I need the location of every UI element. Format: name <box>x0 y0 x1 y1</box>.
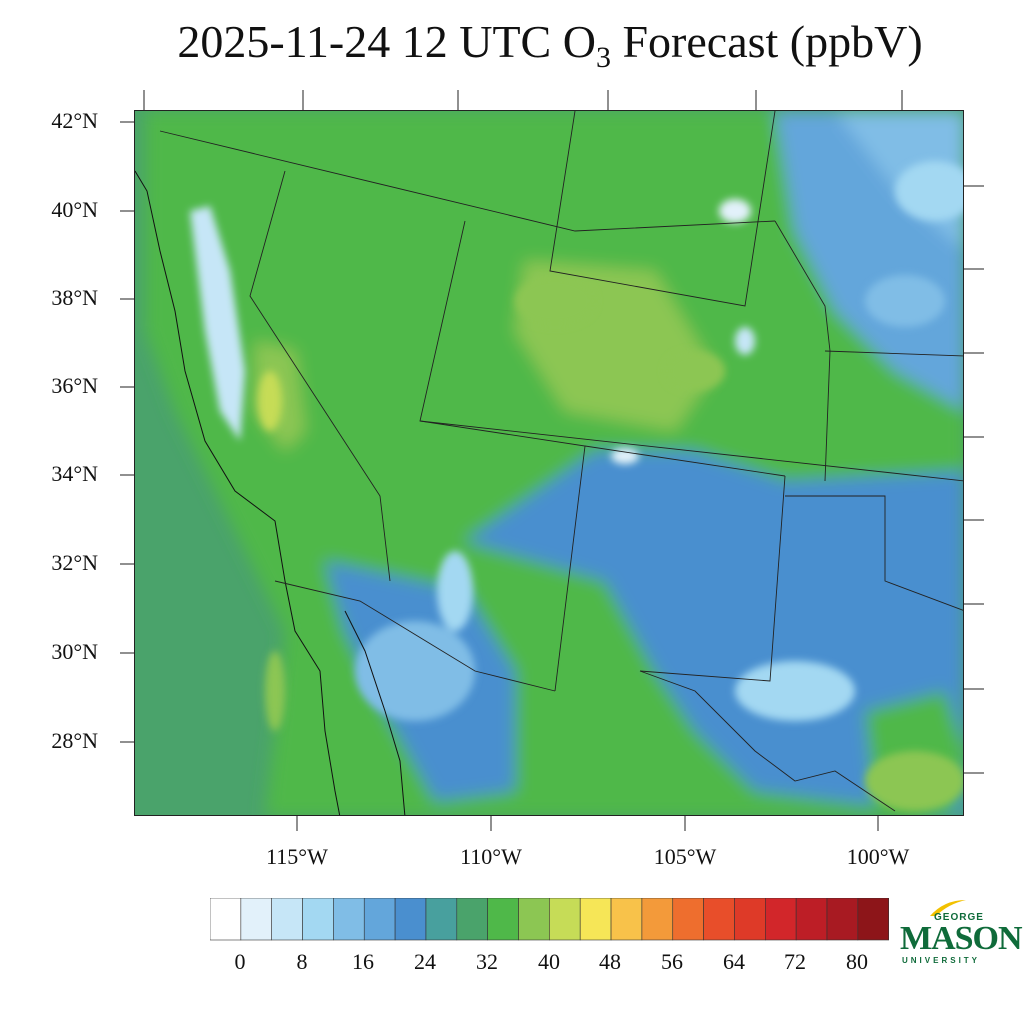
ozone-map <box>135 111 963 815</box>
colorbar-swatch <box>610 898 643 941</box>
colorbar-swatch <box>857 898 889 941</box>
colorbar-swatch <box>579 898 612 941</box>
colorbar-label-32: 32 <box>476 949 498 974</box>
ozone-field-detail <box>190 161 963 811</box>
colorbar-swatch <box>210 898 242 941</box>
colorbar-swatch <box>487 898 519 941</box>
title-suffix: Forecast (ppbV) <box>610 16 923 67</box>
colorbar-swatch <box>456 898 488 941</box>
lon-label-105w: 105°W <box>653 844 717 869</box>
colorbar-swatch <box>641 898 674 941</box>
colorbar-swatch <box>826 898 859 941</box>
colorbar-label-24: 24 <box>414 949 436 974</box>
colorbar-swatch <box>271 898 303 941</box>
colorbar-swatch <box>518 898 550 941</box>
lat-label-32n: 32°N <box>51 550 98 575</box>
colorbar-swatch <box>333 898 365 941</box>
gmu-logo: GEORGE MASON UNIVERSITY <box>898 898 1023 968</box>
logo-george: GEORGE <box>934 912 984 923</box>
colorbar-swatch <box>240 898 273 941</box>
lat-label-30n: 30°N <box>51 639 98 664</box>
state-borders <box>159 111 963 812</box>
colorbar-label-56: 56 <box>661 949 683 974</box>
gulf-coastline <box>344 610 406 815</box>
colorbar-swatch <box>394 898 427 941</box>
title-subscript: 3 <box>595 41 611 74</box>
ozone-map-panel <box>134 110 964 816</box>
colorbar-label-40: 40 <box>538 949 560 974</box>
map-title: 2025-11-24 12 UTC O3 Forecast (ppbV) <box>0 14 1024 73</box>
ozone-field-land <box>145 111 963 815</box>
colorbar-label-80: 80 <box>846 949 868 974</box>
colorbar-label-8: 8 <box>296 949 308 974</box>
colorbar-label-16: 16 <box>352 949 374 974</box>
colorbar-swatch <box>795 898 828 941</box>
colorbar-label-48: 48 <box>599 949 621 974</box>
logo-university: UNIVERSITY <box>902 956 981 965</box>
colorbar-label-72: 72 <box>784 949 806 974</box>
colorbar-swatch <box>302 898 334 941</box>
lat-label-40n: 40°N <box>51 197 98 222</box>
colorbar <box>210 898 889 941</box>
logo-swoosh-icon <box>930 900 966 916</box>
lon-label-110w: 110°W <box>460 844 522 869</box>
coastline <box>135 170 341 815</box>
colorbar-label-0: 0 <box>234 949 246 974</box>
colorbar-swatch <box>764 898 797 941</box>
colorbar-swatch <box>549 898 581 941</box>
colorbar-swatch <box>734 898 766 941</box>
lat-label-38n: 38°N <box>51 285 98 310</box>
logo-mason: MASON <box>900 920 1023 957</box>
colorbar-swatch <box>425 898 458 941</box>
lat-label-34n: 34°N <box>51 461 98 486</box>
title-main: 2025-11-24 12 UTC O <box>177 16 596 67</box>
lat-label-42n: 42°N <box>51 108 98 133</box>
lon-label-100w: 100°W <box>846 844 910 869</box>
colorbar-label-64: 64 <box>723 949 745 974</box>
lon-label-115w: 115°W <box>266 844 328 869</box>
lat-label-36n: 36°N <box>51 373 98 398</box>
colorbar-swatch <box>363 898 396 941</box>
lat-label-28n: 28°N <box>51 728 98 753</box>
colorbar-swatch <box>703 898 735 941</box>
colorbar-swatch <box>672 898 704 941</box>
